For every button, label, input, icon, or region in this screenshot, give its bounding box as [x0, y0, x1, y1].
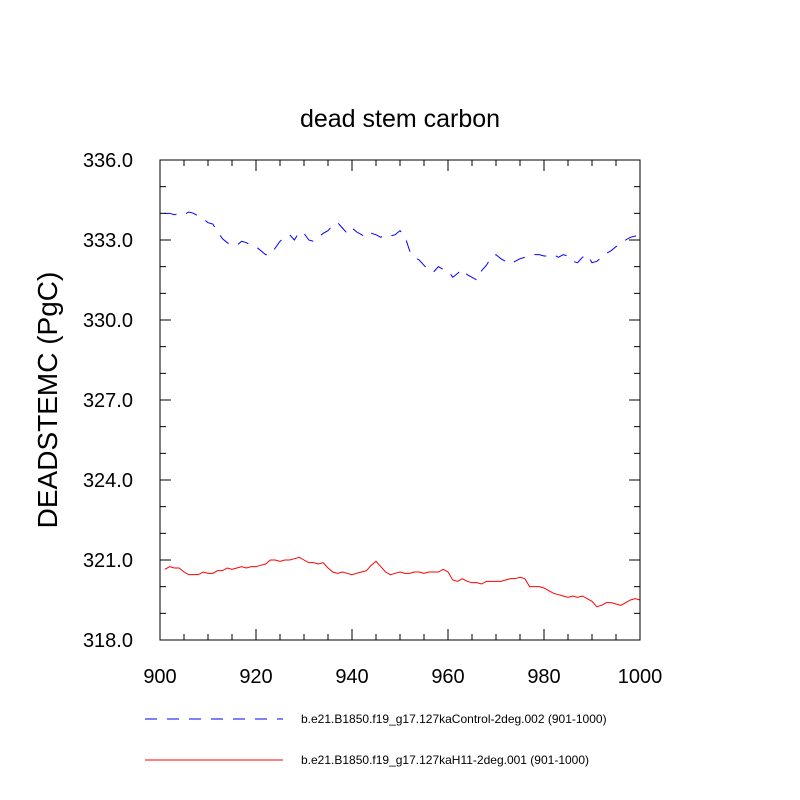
y-tick-label: 330.0: [83, 310, 133, 332]
y-tick-label: 321.0: [83, 550, 133, 572]
chart-title: dead stem carbon: [300, 105, 500, 133]
x-tick-labels: 900 920 940 960 980 1000: [143, 666, 662, 688]
axes: [159, 159, 641, 641]
x-tick-label: 1000: [618, 666, 663, 688]
y-tick-label: 318.0: [83, 630, 133, 652]
series-line-0: [164, 211, 641, 281]
x-tick-label: 920: [239, 666, 272, 688]
plot-frame: [159, 159, 641, 641]
legend-label-control: b.e21.B1850.f19_g17.127kaControl-2deg.00…: [301, 712, 607, 726]
y-axis-label: DEADSTEMC (PgC): [32, 272, 63, 529]
x-tick-label: 980: [527, 666, 560, 688]
x-tick-label: 900: [143, 666, 176, 688]
y-tick-label: 324.0: [83, 470, 133, 492]
y-tick-label: 333.0: [83, 230, 133, 252]
x-tick-label: 940: [335, 666, 368, 688]
plot-lines: [164, 211, 641, 608]
legend-label-h11: b.e21.B1850.f19_g17.127kaH11-2deg.001 (9…: [301, 753, 589, 767]
y-tick-label: 327.0: [83, 390, 133, 412]
legend: b.e21.B1850.f19_g17.127kaControl-2deg.00…: [145, 712, 607, 767]
series-line-1: [164, 556, 641, 608]
y-tick-labels: 318.0 321.0 324.0 327.0 330.0 333.0 336.0: [83, 150, 133, 652]
y-tick-label: 336.0: [83, 150, 133, 172]
x-tick-label: 960: [431, 666, 464, 688]
